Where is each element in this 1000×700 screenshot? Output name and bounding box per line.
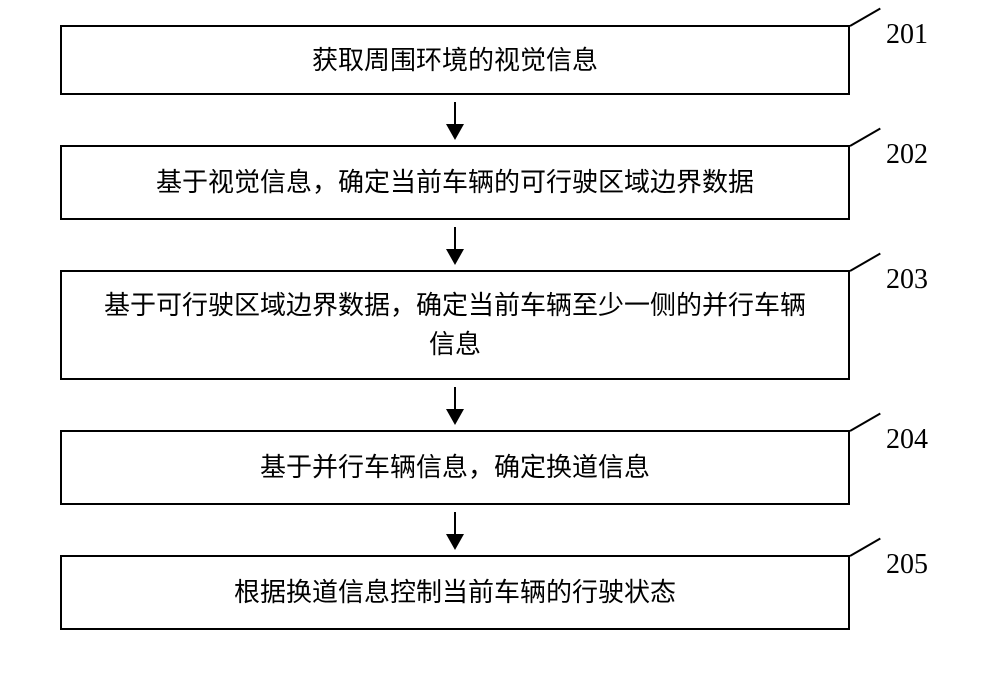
flowchart-container: 201 获取周围环境的视觉信息 202 基于视觉信息，确定当前车辆的可行驶区域边… [60,25,940,630]
connector-line [850,128,881,147]
arrow-4-5 [60,505,850,555]
arrow-icon [454,102,456,138]
flowchart-step-1: 201 获取周围环境的视觉信息 [60,25,850,95]
arrow-1-2 [60,95,850,145]
connector-line [850,8,881,27]
step-label-2: 202 [886,139,928,171]
step-text-3: 基于可行驶区域边界数据，确定当前车辆至少一侧的并行车辆信息 [92,286,818,364]
step-label-1: 201 [886,19,928,51]
arrow-icon [454,387,456,423]
connector-line [850,413,881,432]
flowchart-step-4: 204 基于并行车辆信息，确定换道信息 [60,430,850,505]
connector-line [850,253,881,272]
step-label-3: 203 [886,264,928,296]
arrow-2-3 [60,220,850,270]
arrow-icon [454,227,456,263]
connector-line [850,538,881,557]
arrow-3-4 [60,380,850,430]
flowchart-step-3: 203 基于可行驶区域边界数据，确定当前车辆至少一侧的并行车辆信息 [60,270,850,380]
step-label-5: 205 [886,549,928,581]
step-label-4: 204 [886,424,928,456]
flowchart-step-5: 205 根据换道信息控制当前车辆的行驶状态 [60,555,850,630]
step-text-2: 基于视觉信息，确定当前车辆的可行驶区域边界数据 [156,163,754,202]
step-text-4: 基于并行车辆信息，确定换道信息 [260,448,650,487]
arrow-icon [454,512,456,548]
step-text-1: 获取周围环境的视觉信息 [312,41,598,80]
flowchart-step-2: 202 基于视觉信息，确定当前车辆的可行驶区域边界数据 [60,145,850,220]
step-text-5: 根据换道信息控制当前车辆的行驶状态 [234,573,676,612]
